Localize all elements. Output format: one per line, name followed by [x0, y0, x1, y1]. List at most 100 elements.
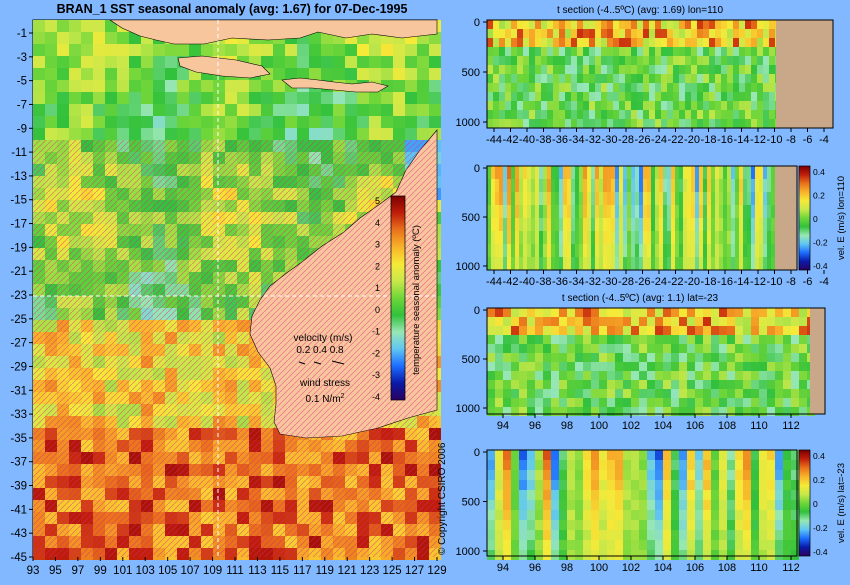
section-cell	[583, 20, 589, 29]
section-cell	[527, 389, 535, 398]
section-cell	[527, 407, 535, 416]
section-cell	[685, 20, 691, 29]
section-cell	[711, 460, 719, 470]
section-cell	[567, 317, 575, 326]
section-cell	[519, 179, 523, 192]
section-cell	[591, 344, 599, 353]
section-cell	[727, 38, 733, 47]
section-cell	[619, 29, 625, 38]
section-cell	[565, 47, 571, 56]
map-cell	[273, 68, 285, 80]
map-cell	[393, 68, 405, 80]
section-cell	[763, 101, 769, 110]
section-cell	[503, 450, 511, 460]
section-cell	[679, 500, 687, 510]
section-cell	[623, 231, 627, 244]
section-cell	[791, 362, 799, 371]
section-cell	[487, 389, 495, 398]
section-cell	[711, 192, 715, 205]
section-cell	[711, 335, 719, 344]
section-cell	[567, 490, 575, 500]
section-cell	[769, 47, 775, 56]
map-y-tick-label: -19	[10, 242, 27, 254]
section-cell	[487, 231, 491, 244]
map-cell	[189, 92, 201, 104]
section-cell	[699, 192, 703, 205]
section-cell	[735, 335, 743, 344]
section-cell	[547, 110, 553, 119]
section-cell	[535, 540, 543, 550]
section-cell	[495, 344, 503, 353]
section-cell	[567, 257, 571, 270]
section-cell	[643, 92, 649, 101]
section-cell	[651, 244, 655, 257]
section-cell	[553, 119, 559, 128]
section-cell	[783, 362, 791, 371]
section-cell	[727, 83, 733, 92]
section-cell	[695, 480, 703, 490]
section-cell	[661, 20, 667, 29]
section-cell	[547, 47, 553, 56]
section-cell	[637, 65, 643, 74]
section-x-tick-label: 108	[718, 562, 736, 574]
section-cell	[503, 470, 511, 480]
section-cell	[703, 20, 709, 29]
section-cell	[703, 308, 711, 317]
section-cell	[715, 38, 721, 47]
section-cell	[623, 179, 627, 192]
section-cell	[655, 244, 659, 257]
map-cell	[141, 44, 153, 56]
section-cell	[763, 56, 769, 65]
map-y-tick-label: -31	[10, 385, 27, 397]
section-x-tick-label: 104	[654, 420, 672, 432]
section-cell	[515, 244, 519, 257]
section-cell	[519, 317, 527, 326]
map-cell	[381, 56, 393, 68]
section-cell	[695, 550, 703, 560]
section-cell	[679, 317, 687, 326]
map-cell	[201, 128, 213, 140]
map-cell	[297, 56, 309, 68]
section-cell	[715, 192, 719, 205]
section-cell	[671, 470, 679, 480]
wind-legend-value: 0.1 N/m2	[306, 393, 345, 405]
section-cell	[571, 192, 575, 205]
section-cell	[783, 540, 791, 550]
section-cell	[711, 317, 719, 326]
section-depth-tick-label: 1000	[456, 546, 480, 558]
section-cell	[553, 101, 559, 110]
map-cell	[45, 20, 57, 32]
section-cell	[663, 520, 671, 530]
section-cell	[743, 166, 747, 179]
map-cell	[225, 92, 237, 104]
section-cell	[543, 380, 551, 389]
section-x-tick-label: 110	[750, 420, 768, 432]
section-cell	[735, 380, 743, 389]
section-cell	[751, 74, 757, 83]
section-cell	[583, 119, 589, 128]
section-cell	[695, 520, 703, 530]
section-cell	[751, 371, 759, 380]
section-cell	[619, 92, 625, 101]
section-cell	[607, 38, 613, 47]
map-cell	[69, 116, 81, 128]
section-cell	[791, 470, 799, 480]
section-cell	[559, 29, 565, 38]
section-cell	[591, 398, 599, 407]
section-cell	[595, 119, 601, 128]
section-cell	[493, 119, 499, 128]
section-cell	[491, 231, 495, 244]
section-cell	[575, 389, 583, 398]
section-cell	[493, 74, 499, 83]
section-cell	[643, 47, 649, 56]
section-cell	[613, 101, 619, 110]
section-cell	[643, 166, 647, 179]
section-cell	[751, 389, 759, 398]
section-cell	[751, 510, 759, 520]
section-cell	[551, 362, 559, 371]
section-cell	[673, 101, 679, 110]
map-cell	[129, 116, 141, 128]
section-cell	[775, 520, 783, 530]
map-y-tick-label: -3	[17, 52, 27, 64]
section-cell	[499, 192, 503, 205]
